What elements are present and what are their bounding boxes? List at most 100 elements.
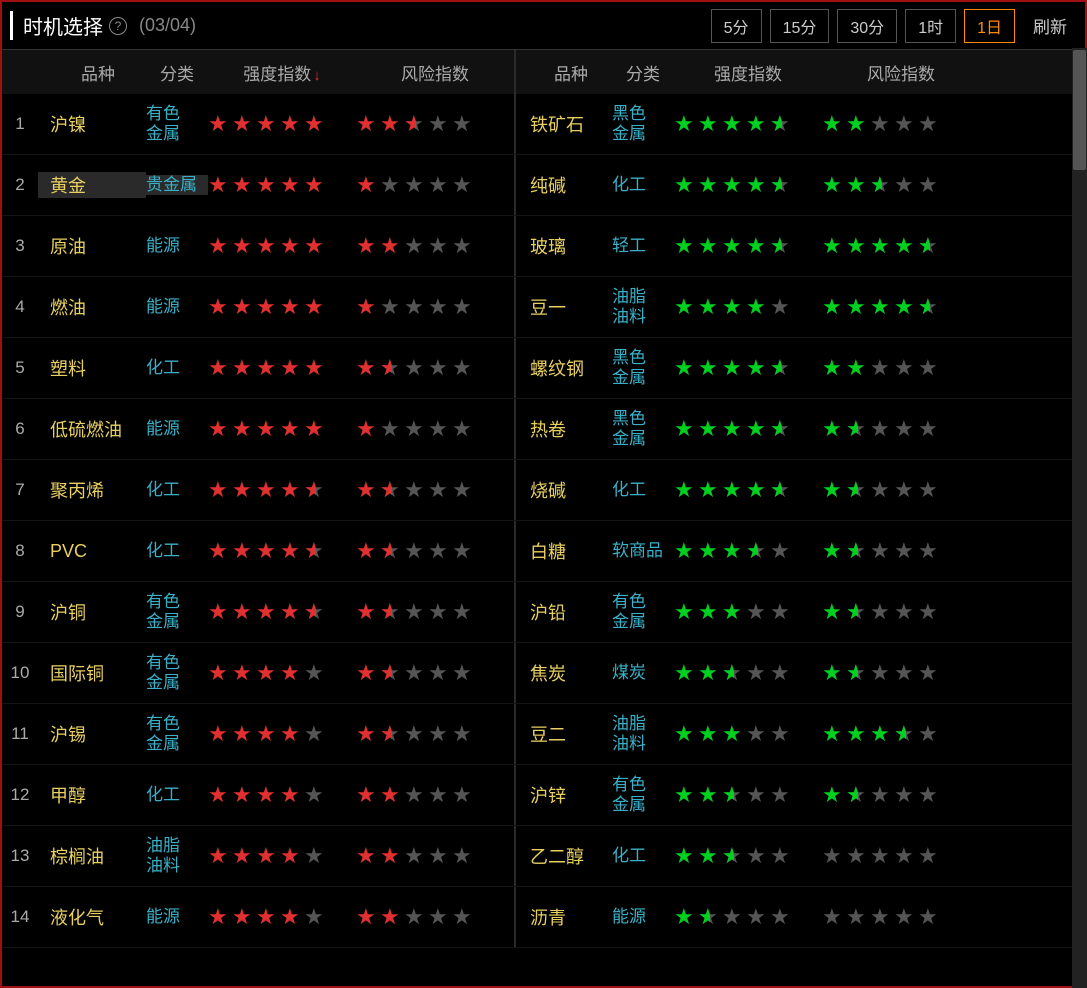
star-rating: ★★★★★: [674, 721, 822, 747]
star-rating: ★★★★★: [208, 355, 356, 381]
instrument-name[interactable]: 塑料: [50, 359, 86, 379]
instrument-name[interactable]: 国际铜: [50, 664, 104, 684]
scrollbar-thumb[interactable]: [1073, 50, 1086, 170]
col-strength[interactable]: 强度指数↓: [208, 60, 356, 85]
time-btn-5分[interactable]: 5分: [711, 9, 762, 43]
table-row[interactable]: 4燃油能源★★★★★★★★★★豆一油脂油料★★★★★★★★★★★: [2, 277, 1085, 338]
star-rating: ★★★★★★: [356, 477, 514, 503]
instrument-name[interactable]: 聚丙烯: [50, 481, 104, 501]
table-row[interactable]: 13棕榈油油脂油料★★★★★★★★★★乙二醇化工★★★★★★★★★★★: [2, 826, 1085, 887]
refresh-button[interactable]: 刷新: [1023, 9, 1077, 42]
help-icon[interactable]: ?: [109, 17, 127, 35]
instrument-name[interactable]: 乙二醇: [530, 847, 584, 867]
row-index: 1: [2, 114, 38, 134]
col-risk-r[interactable]: 风险指数: [822, 60, 980, 85]
instrument-name[interactable]: 焦炭: [530, 664, 566, 684]
category-label: 能源: [146, 236, 201, 256]
table-row[interactable]: 9沪铜有色金属★★★★★★★★★★★★沪铅有色金属★★★★★★★★★★★: [2, 582, 1085, 643]
star-rating: ★★★★★: [356, 233, 514, 259]
star-rating: ★★★★★★: [822, 599, 980, 625]
star-rating: ★★★★★: [208, 233, 356, 259]
table-row[interactable]: 11沪锡有色金属★★★★★★★★★★★豆二油脂油料★★★★★★★★★★★: [2, 704, 1085, 765]
star-rating: ★★★★★: [208, 416, 356, 442]
category-label: 软商品: [612, 541, 667, 561]
row-index: 13: [2, 846, 38, 866]
instrument-name[interactable]: 沪铜: [50, 603, 86, 623]
instrument-name[interactable]: 豆一: [530, 298, 566, 318]
table-row[interactable]: 3原油能源★★★★★★★★★★玻璃轻工★★★★★★★★★★★★: [2, 216, 1085, 277]
row-index: 9: [2, 602, 38, 622]
instrument-name[interactable]: 烧碱: [530, 481, 566, 501]
instrument-name[interactable]: 沪镍: [50, 115, 86, 135]
instrument-name[interactable]: 沥青: [530, 908, 566, 928]
col-name[interactable]: 品种: [38, 60, 146, 85]
category-label: 化工: [146, 541, 201, 561]
star-rating: ★★★★★★: [674, 416, 822, 442]
star-rating: ★★★★★★: [674, 782, 822, 808]
table-row[interactable]: 14液化气能源★★★★★★★★★★沥青能源★★★★★★★★★★★: [2, 887, 1085, 948]
col-risk[interactable]: 风险指数: [356, 60, 514, 85]
table-row[interactable]: 10国际铜有色金属★★★★★★★★★★★焦炭煤炭★★★★★★★★★★★★: [2, 643, 1085, 704]
date-label: (03/04): [139, 15, 196, 36]
instrument-name[interactable]: 沪锌: [530, 786, 566, 806]
category-label: 化工: [146, 480, 201, 500]
table-row[interactable]: 1沪镍有色金属★★★★★★★★★★★铁矿石黑色金属★★★★★★★★★★★: [2, 94, 1085, 155]
instrument-name[interactable]: 黄金: [50, 176, 86, 196]
instrument-name[interactable]: 玻璃: [530, 237, 566, 257]
category-label: 有色金属: [146, 653, 201, 694]
col-strength-r[interactable]: 强度指数: [674, 60, 822, 85]
star-rating: ★★★★★★: [674, 843, 822, 869]
instrument-name[interactable]: 低硫燃油: [50, 420, 122, 440]
star-rating: ★★★★★★: [356, 599, 514, 625]
instrument-name[interactable]: 白糖: [530, 542, 566, 562]
row-index: 5: [2, 358, 38, 378]
star-rating: ★★★★★★: [822, 233, 980, 259]
instrument-name[interactable]: 棕榈油: [50, 847, 104, 867]
category-label: 轻工: [612, 236, 667, 256]
star-rating: ★★★★★: [822, 843, 980, 869]
table-row[interactable]: 6低硫燃油能源★★★★★★★★★★热卷黑色金属★★★★★★★★★★★★: [2, 399, 1085, 460]
instrument-name[interactable]: 豆二: [530, 725, 566, 745]
time-range-buttons: 5分15分30分1时1日: [711, 9, 1015, 43]
star-rating: ★★★★★: [356, 294, 514, 320]
category-label: 黑色金属: [612, 348, 667, 389]
star-rating: ★★★★★★: [356, 538, 514, 564]
star-rating: ★★★★★★: [208, 599, 356, 625]
instrument-name[interactable]: 甲醇: [50, 786, 86, 806]
star-rating: ★★★★★: [356, 782, 514, 808]
star-rating: ★★★★★★: [822, 538, 980, 564]
time-btn-1时[interactable]: 1时: [905, 9, 956, 43]
table-row[interactable]: 2黄金贵金属★★★★★★★★★★纯碱化工★★★★★★★★★★★★: [2, 155, 1085, 216]
star-rating: ★★★★★: [822, 904, 980, 930]
category-label: 煤炭: [612, 663, 667, 683]
category-label: 化工: [612, 846, 667, 866]
instrument-name[interactable]: 铁矿石: [530, 115, 584, 135]
instrument-name[interactable]: 沪铅: [530, 603, 566, 623]
col-category-r[interactable]: 分类: [612, 60, 674, 85]
page-title: 时机选择: [23, 11, 103, 40]
scrollbar[interactable]: [1072, 48, 1087, 988]
category-label: 能源: [146, 419, 201, 439]
instrument-name[interactable]: 热卷: [530, 420, 566, 440]
instrument-name[interactable]: 螺纹钢: [530, 359, 584, 379]
instrument-name[interactable]: 原油: [50, 237, 86, 257]
col-category[interactable]: 分类: [146, 60, 208, 85]
table-row[interactable]: 8PVC化工★★★★★★★★★★★★白糖软商品★★★★★★★★★★★★: [2, 521, 1085, 582]
category-label: 有色金属: [612, 775, 667, 816]
time-btn-1日[interactable]: 1日: [964, 9, 1015, 43]
category-label: 化工: [146, 785, 201, 805]
row-index: 10: [2, 663, 38, 683]
table-row[interactable]: 12甲醇化工★★★★★★★★★★沪锌有色金属★★★★★★★★★★★★: [2, 765, 1085, 826]
time-btn-15分[interactable]: 15分: [770, 9, 830, 43]
time-btn-30分[interactable]: 30分: [837, 9, 897, 43]
instrument-name[interactable]: 沪锡: [50, 725, 86, 745]
table-row[interactable]: 5塑料化工★★★★★★★★★★★螺纹钢黑色金属★★★★★★★★★★★: [2, 338, 1085, 399]
category-label: 黑色金属: [612, 104, 667, 145]
category-label: 油脂油料: [612, 714, 667, 755]
col-name-r[interactable]: 品种: [516, 60, 612, 85]
table-row[interactable]: 7聚丙烯化工★★★★★★★★★★★★烧碱化工★★★★★★★★★★★★: [2, 460, 1085, 521]
instrument-name[interactable]: 燃油: [50, 298, 86, 318]
instrument-name[interactable]: PVC: [50, 541, 87, 561]
instrument-name[interactable]: 纯碱: [530, 176, 566, 196]
instrument-name[interactable]: 液化气: [50, 908, 104, 928]
